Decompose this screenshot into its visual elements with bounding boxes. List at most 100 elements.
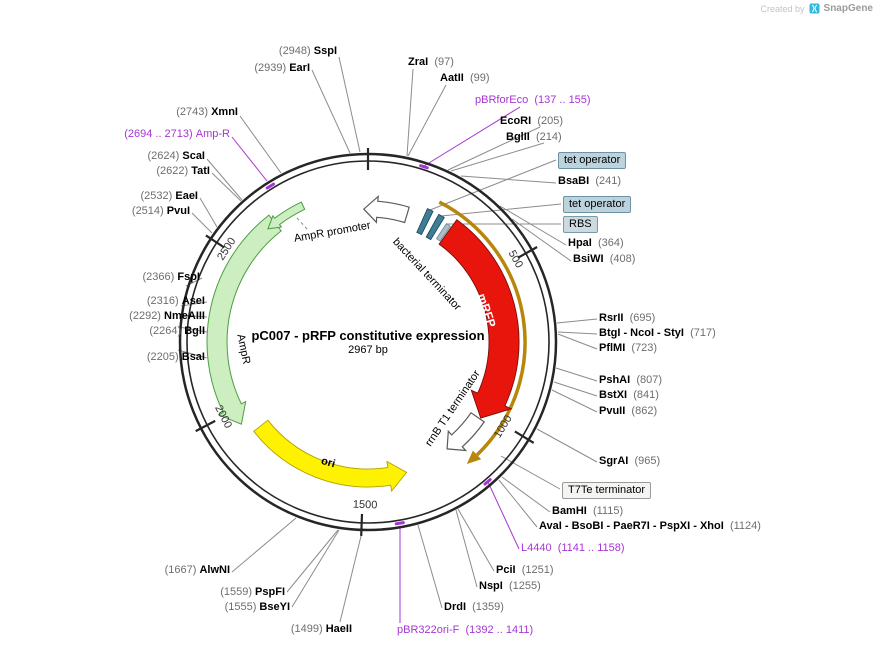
site-label-hpai[interactable]: HpaI (364) (568, 237, 624, 250)
site-label-asei[interactable]: (2316) AseI (147, 295, 205, 308)
leader-line (178, 326, 208, 333)
site-label-bglii[interactable]: BglII (214) (506, 131, 562, 144)
site-position: (723) (631, 342, 658, 354)
site-label-haeii[interactable]: (1499) HaeII (291, 623, 352, 636)
site-label-pshai[interactable]: PshAI (807) (599, 374, 662, 387)
site-name: FspI (177, 271, 200, 283)
site-position: (965) (634, 455, 661, 467)
site-label-sgrai[interactable]: SgrAI (965) (599, 455, 660, 468)
site-label-sspi[interactable]: (2948) SspI (279, 45, 337, 58)
site-position: (97) (434, 56, 454, 68)
site-label-pbrforeco[interactable]: pBRforEco (137 .. 155) (475, 94, 591, 107)
site-name: RsrII (599, 312, 624, 324)
site-name: PspFI (255, 586, 285, 598)
leader-line (211, 172, 242, 202)
ori-arrow[interactable] (253, 419, 408, 493)
dashed-leader-line (296, 217, 309, 231)
site-position: (214) (535, 131, 562, 143)
tick-label-500: 500 (506, 248, 525, 270)
leader-line (417, 524, 443, 609)
site-label-btgi[interactable]: BtgI - NcoI - StyI (717) (599, 327, 716, 340)
leader-line (177, 349, 208, 359)
site-label-pvuii[interactable]: PvuII (862) (599, 405, 657, 418)
site-label-nmeaiii[interactable]: (2292) NmeAIII (129, 310, 205, 323)
leader-line (499, 205, 567, 246)
mrfp-arrow[interactable] (438, 219, 520, 419)
tick-label-1500: 1500 (353, 499, 378, 512)
expression-cassette-arrowhead[interactable] (466, 450, 482, 464)
site-label-bamhi[interactable]: BamHI (1115) (552, 505, 623, 518)
site-label-tati[interactable]: (2622) TatI (156, 165, 210, 178)
site-label-pflmi[interactable]: PflMI (723) (599, 342, 657, 355)
site-label-pvui[interactable]: (2514) PvuI (132, 205, 190, 218)
site-name: EcoRI (500, 115, 532, 127)
site-name: PshAI (599, 374, 631, 386)
primer-marks (265, 164, 492, 526)
site-name: HaeII (325, 623, 352, 635)
leader-line (239, 115, 282, 174)
site-name: HpaI (568, 237, 592, 249)
ampr-promoter-arrow[interactable] (267, 201, 306, 230)
site-label-pcii[interactable]: PciI (1251) (496, 564, 554, 577)
site-label-bsiwi[interactable]: BsiWI (408) (573, 253, 635, 266)
site-label-rsrii[interactable]: RsrII (695) (599, 312, 655, 325)
site-name: PciI (496, 564, 516, 576)
tet-operator-bar-1[interactable] (416, 208, 434, 236)
rbs-bar[interactable] (435, 223, 452, 242)
site-position: (2622) (156, 165, 189, 177)
site-label-xmni[interactable]: (2743) XmnI (176, 106, 238, 119)
site-position: (807) (636, 374, 662, 386)
site-label-bgli[interactable]: (2264) BglI (149, 325, 205, 338)
site-position: (1559) (220, 586, 252, 598)
site-position: (841) (633, 389, 659, 401)
feature-box-label-tet_operator_2[interactable]: tet operator (563, 196, 632, 213)
site-position: (2624) (147, 150, 180, 162)
site-label-aatii[interactable]: AatII (99) (440, 72, 490, 85)
bacterial-terminator-arrow[interactable] (362, 194, 410, 224)
ampr-arrow[interactable] (206, 214, 282, 425)
site-position: (2205) (146, 351, 179, 363)
site-label-drdi[interactable]: DrdI (1359) (444, 601, 504, 614)
site-name: BglI (184, 325, 205, 337)
site-name: PvuI (166, 205, 190, 217)
site-label-scai[interactable]: (2624) ScaI (148, 150, 206, 163)
site-label-eari[interactable]: (2939) EarI (254, 62, 310, 75)
site-label-bseyi[interactable]: (1555) BseYI (225, 601, 290, 614)
feature-box-label-rbs[interactable]: RBS (563, 216, 598, 233)
primer-mark-l4440[interactable] (483, 478, 492, 486)
feature-box-label-tet_operator_1[interactable]: tet operator (558, 152, 627, 169)
site-position: (364) (597, 237, 624, 249)
site-label-nspi[interactable]: NspI (1255) (479, 580, 541, 593)
site-label-bsai[interactable]: (2205) BsaI (147, 351, 205, 364)
site-name: AvaI - BsoBI - PaeR7I - PspXI - XhoI (539, 520, 724, 532)
leader-line (286, 529, 339, 593)
site-name: XmnI (211, 106, 238, 118)
site-label-zrai[interactable]: ZraI (97) (408, 56, 454, 69)
tet-operator-bar-2[interactable] (425, 213, 445, 241)
site-label-pbr322orif[interactable]: pBR322ori-F (1392 .. 1411) (397, 624, 533, 637)
site-label-pspfi[interactable]: (1559) PspFI (220, 586, 285, 599)
expression-cassette-arc[interactable] (438, 200, 527, 457)
primer-mark-ampr[interactable] (265, 182, 275, 190)
primer-mark-pbrforeco[interactable] (419, 164, 429, 170)
site-label-eaei[interactable]: (2532) EaeI (141, 190, 199, 203)
site-label-alwni[interactable]: (1667) AlwNI (165, 564, 230, 577)
leader-line (487, 481, 520, 550)
feature-box-label-t7te[interactable]: T7Te terminator (562, 482, 652, 499)
leader-line (429, 159, 557, 211)
site-position: (862) (631, 405, 658, 417)
site-name: AlwNI (199, 564, 230, 576)
site-label-bstxi[interactable]: BstXI (841) (599, 389, 659, 402)
site-name: EarI (289, 62, 310, 74)
rrnb-t1-terminator-arrow[interactable] (446, 411, 486, 452)
site-position: (1667) (164, 564, 197, 576)
primer-mark-pbr322orif[interactable] (394, 521, 405, 526)
site-position: (2694 .. 2713) (124, 128, 193, 140)
site-label-bsabi[interactable]: BsaBI (241) (558, 175, 621, 188)
site-label-l4440[interactable]: L4440 (1141 .. 1158) (521, 542, 625, 555)
site-label-avai[interactable]: AvaI - BsoBI - PaeR7I - PspXI - XhoI (11… (539, 520, 761, 533)
site-label-ampr_primer[interactable]: (2694 .. 2713) Amp-R (124, 128, 230, 141)
site-label-fspi[interactable]: (2366) FspI (143, 271, 200, 284)
site-label-ecori[interactable]: EcoRI (205) (500, 115, 563, 128)
